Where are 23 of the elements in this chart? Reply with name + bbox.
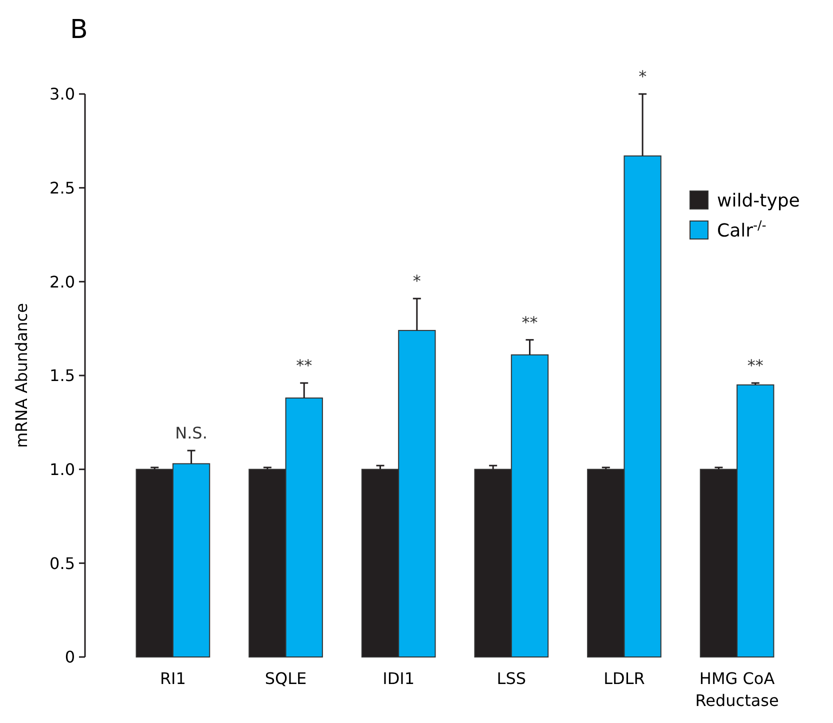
annotation: * [412, 272, 421, 291]
text: * [638, 67, 647, 86]
annotation: ** [747, 356, 764, 376]
legend-label: wild-type [717, 190, 800, 212]
y-tick-label: 0 [64, 648, 75, 667]
y-tick-label: 0.5 [50, 554, 75, 573]
annotation: ** [522, 312, 538, 332]
y-tick-label: 1.5 [50, 366, 75, 386]
y-tick-label: 2.5 [50, 178, 75, 198]
x-tick-label: IDI1 [382, 669, 415, 688]
annotation: N.S. [175, 424, 208, 443]
x-tick-label: SQLE [264, 669, 307, 688]
y-tick-label: 2.0 [50, 272, 75, 292]
text: B [70, 15, 88, 45]
annotation: ** [296, 356, 312, 376]
y-tick-label: 1.0 [50, 460, 75, 479]
x-tick-label: LDLR [604, 669, 645, 688]
x-tick-label: RI1 [160, 669, 186, 688]
y-tick-label: 3.0 [50, 84, 75, 104]
legend-label: Calr$^{-/-}$ [717, 216, 766, 242]
x-tick-label: HMG CoA Reductase [695, 669, 779, 710]
x-tick-label: LSS [496, 669, 526, 688]
y-axis-title: mRNA Abundance [12, 303, 31, 448]
